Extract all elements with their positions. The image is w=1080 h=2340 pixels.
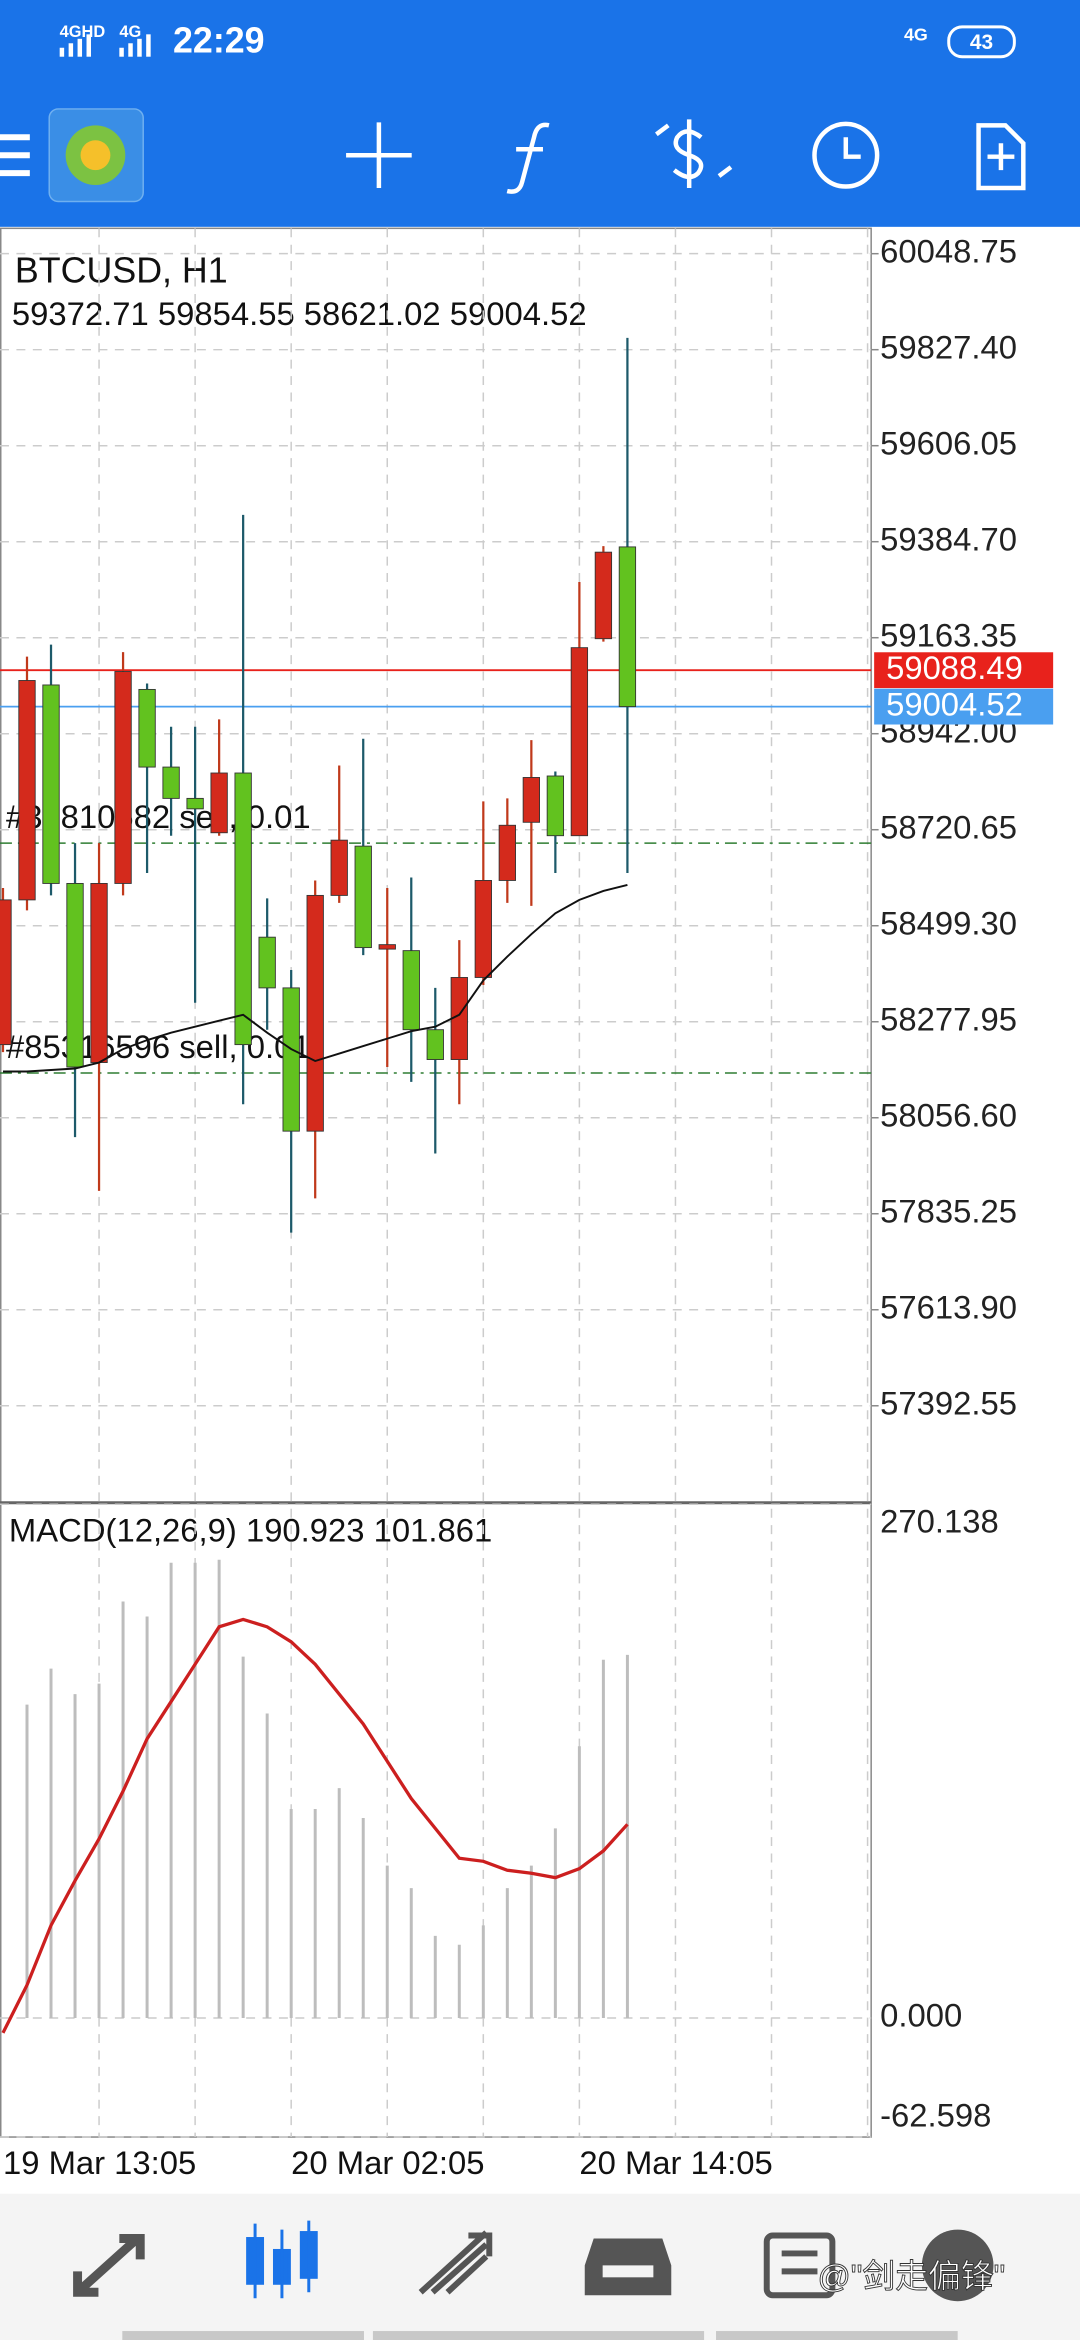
battery-level: 43 (970, 31, 993, 54)
candle-body (522, 777, 541, 823)
candle-body (618, 546, 637, 708)
y-tick-label: 57613.90 (880, 1288, 1017, 1325)
candle-body (330, 839, 348, 896)
nav-news[interactable] (763, 2232, 836, 2299)
price-label: 59088.49 (886, 649, 1023, 686)
chart-title: BTCUSD, H1 (15, 251, 228, 291)
y-tick-label: 58056.60 (880, 1096, 1017, 1133)
candle-body (90, 882, 108, 1063)
moving-average (2, 883, 628, 1073)
crosshair-button[interactable] (346, 122, 412, 189)
top-bar (0, 0, 1080, 227)
candle-body (570, 647, 589, 837)
y-tick-label: 57392.55 (880, 1384, 1017, 1421)
candle-body (114, 671, 132, 884)
candle-body (402, 950, 420, 1031)
candle-body (354, 845, 372, 949)
candle-body (282, 987, 300, 1132)
app-logo-center (80, 140, 111, 171)
candle-body (18, 680, 36, 901)
y-tick-label: 58720.65 (880, 808, 1017, 845)
macd-tick-label: 0.000 (880, 1997, 962, 2034)
price-box (874, 688, 1054, 725)
signal-label: 4G (119, 23, 141, 41)
candle-body (138, 688, 156, 768)
candle-body (306, 894, 324, 1132)
candle-body (426, 1029, 444, 1060)
network: 4G (904, 25, 928, 45)
candle-body (234, 772, 252, 1046)
macd-tick-label: -62.598 (880, 2096, 991, 2133)
y-tick-label: 59384.70 (880, 520, 1017, 557)
candle-body (474, 880, 492, 978)
y-tick-label: 59163.35 (880, 616, 1017, 653)
x-tick-label: 20 Mar 14:05 (579, 2144, 772, 2181)
candle-body (0, 899, 12, 1046)
candle-body (258, 936, 276, 989)
nav-indicator (122, 2331, 958, 2340)
nav-history[interactable] (584, 2238, 672, 2296)
candle-body (594, 551, 613, 640)
nav-quotes[interactable] (73, 2234, 145, 2297)
y-tick-label: 58277.95 (880, 1000, 1017, 1037)
menu-button[interactable] (0, 134, 30, 177)
y-tick-label: 59606.05 (880, 424, 1017, 461)
candle-body (42, 684, 60, 884)
indicators-button[interactable] (506, 122, 550, 194)
nav-chart[interactable] (246, 2220, 318, 2299)
candle-body (378, 944, 396, 950)
period-button[interactable] (812, 121, 880, 189)
watermark: @"剑走偏锋" (817, 2257, 1005, 2294)
y-tick-label: 60048.75 (880, 232, 1017, 269)
candle-body (66, 882, 84, 1068)
nav-settings[interactable] (921, 2229, 994, 2302)
y-tick-label: 59827.40 (880, 328, 1017, 365)
signal-label: 4GHD (60, 23, 106, 41)
y-tick-label: 58499.30 (880, 904, 1017, 941)
ohlc-text: 59372.71 59854.55 58621.02 59004.52 (12, 295, 587, 332)
new-order-button[interactable] (976, 123, 1026, 191)
x-tick-label: 19 Mar 13:05 (3, 2144, 196, 2181)
trade-button[interactable] (655, 119, 733, 189)
candle-body (186, 797, 204, 810)
price-label: 59004.52 (886, 685, 1023, 722)
candle-body (546, 775, 565, 837)
macd-tick-label: 270.138 (880, 1502, 999, 1539)
macd-signal (1, 1617, 629, 2034)
candle-body (498, 824, 516, 881)
price-box (874, 652, 1054, 689)
order-label: #85316596 sell, 0.01 (6, 1028, 311, 1065)
x-tick-label: 20 Mar 02:05 (291, 2144, 484, 2181)
clock: 22:29 (173, 21, 265, 61)
bottom-nav (0, 2193, 1080, 2340)
candle-body (162, 766, 180, 799)
nav-trade[interactable] (418, 2230, 493, 2295)
macd-title: MACD(12,26,9) 190.923 101.861 (9, 1511, 492, 1548)
candle-body (210, 772, 228, 834)
battery (947, 25, 1016, 59)
y-tick-label: 57835.25 (880, 1192, 1017, 1229)
signal-bars (59, 34, 151, 57)
chart-frame (0, 227, 872, 2138)
